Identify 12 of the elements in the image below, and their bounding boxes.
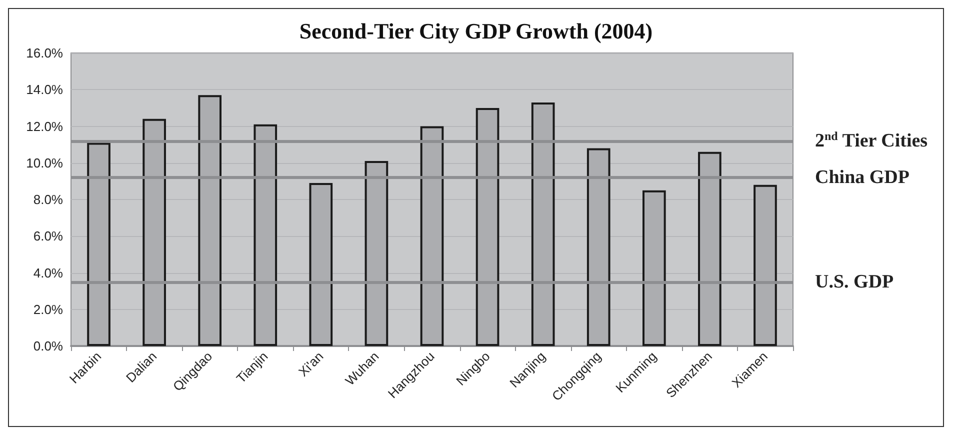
y-tick-label: 14.0% [26,82,64,98]
ref-line-label: U.S. GDP [815,271,894,292]
y-tick-label: 4.0% [33,265,64,280]
y-tick-label: 8.0% [33,192,64,207]
y-tick-label: 10.0% [26,155,64,170]
y-tick-label: 16.0% [26,46,64,60]
y-tick-label: 2.0% [33,302,64,317]
y-tick-label: 6.0% [33,228,64,244]
ref-line-label: China GDP [815,167,910,188]
chart-title: Second-Tier City GDP Growth (2004) [299,18,653,44]
y-tick-label: 0.0% [33,338,64,354]
y-tick-label: 12.0% [26,118,64,134]
